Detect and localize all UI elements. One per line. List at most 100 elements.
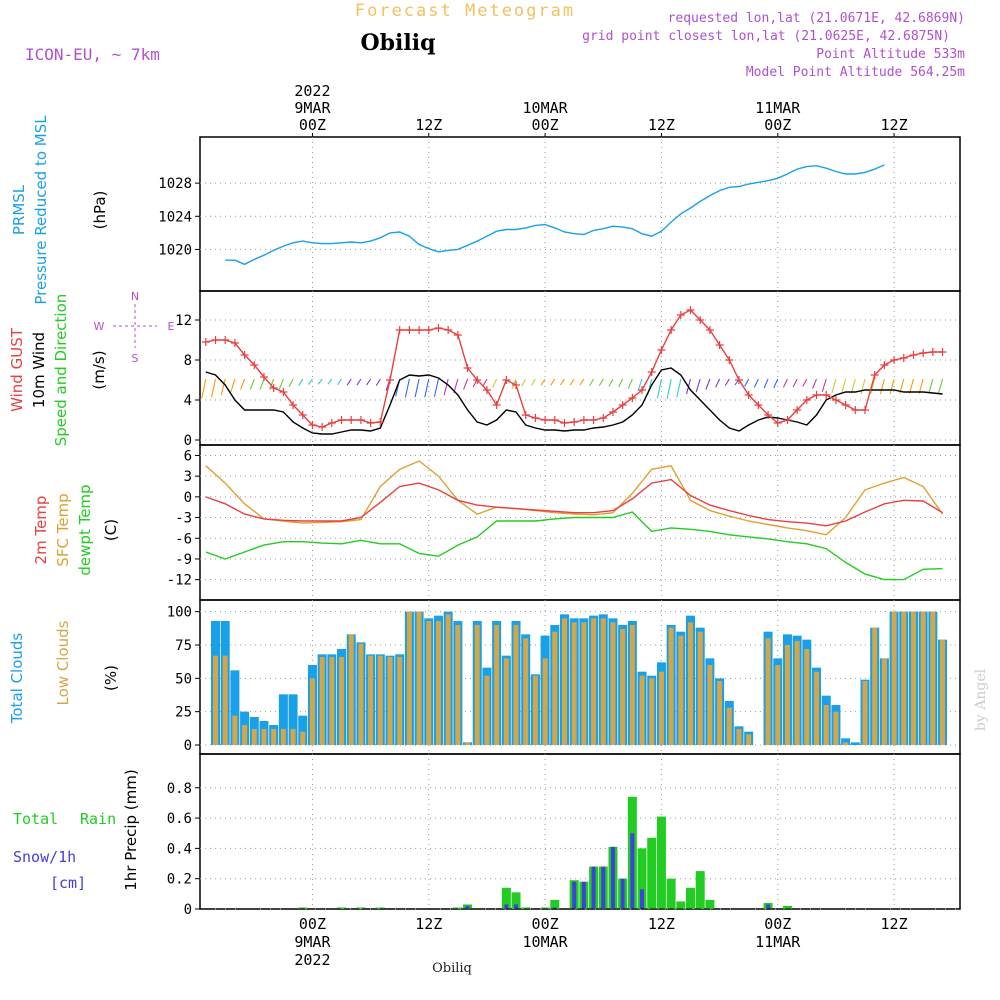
low-cloud-bar bbox=[629, 625, 635, 745]
gust-marker bbox=[463, 364, 472, 372]
wind-direction-arrow bbox=[492, 378, 498, 388]
total-cloud-bar bbox=[230, 670, 240, 745]
low-cloud-bar bbox=[329, 657, 335, 745]
gust-marker bbox=[725, 356, 734, 364]
low-cloud-bar bbox=[435, 621, 441, 745]
gust-marker bbox=[512, 381, 521, 389]
wind-direction-arrow bbox=[414, 378, 420, 398]
low-cloud-bar bbox=[940, 639, 946, 745]
compass-south: S bbox=[132, 352, 139, 365]
top-tick-label: 11MAR bbox=[755, 99, 801, 117]
gust-marker bbox=[686, 306, 695, 314]
point-altitude: Point Altitude 533m bbox=[816, 47, 965, 62]
gust-marker bbox=[744, 391, 753, 399]
gust-marker bbox=[890, 356, 899, 364]
pressure-unit: (hPa) bbox=[91, 191, 109, 230]
low-cloud-bar bbox=[368, 655, 374, 745]
snow-bar bbox=[514, 904, 519, 909]
low-cloud-bar bbox=[445, 614, 451, 745]
y-tick-label: -6 bbox=[175, 531, 192, 547]
gust-marker bbox=[289, 401, 298, 409]
gust-marker bbox=[434, 324, 443, 332]
low-cloud-bar bbox=[397, 657, 403, 745]
wind-direction-arrow bbox=[463, 378, 469, 390]
gust-marker bbox=[405, 326, 414, 334]
gust-marker bbox=[647, 368, 656, 376]
gust-marker bbox=[211, 336, 220, 344]
snow-bar bbox=[620, 878, 625, 909]
gust-marker bbox=[628, 394, 637, 402]
wind-direction-arrow bbox=[744, 378, 750, 387]
gust-marker bbox=[356, 416, 365, 424]
rain-bar bbox=[695, 871, 705, 909]
wind-direction-arrow bbox=[637, 378, 643, 391]
wind-direction-arrow bbox=[540, 378, 546, 386]
snow-bar bbox=[610, 846, 615, 909]
gust-marker bbox=[395, 326, 404, 334]
rain-bar bbox=[676, 901, 686, 909]
wind-speed-line bbox=[205, 367, 943, 435]
y-tick-label: 0 bbox=[184, 433, 192, 449]
low-clouds-label: Low Clouds bbox=[54, 620, 72, 705]
y-tick-label: 0.2 bbox=[167, 872, 192, 888]
wind-direction-arrow bbox=[831, 378, 837, 394]
low-cloud-bar bbox=[465, 742, 471, 745]
gust-marker bbox=[541, 416, 550, 424]
clouds-unit: (%) bbox=[102, 665, 120, 691]
low-cloud-bar bbox=[814, 671, 820, 745]
wind-direction-arrow bbox=[317, 378, 323, 385]
low-cloud-bar bbox=[707, 665, 713, 745]
low-cloud-bar bbox=[358, 643, 364, 745]
bottom-tick-label: 00Z bbox=[764, 915, 791, 933]
top-tick-label: 10MAR bbox=[523, 99, 569, 117]
wind-direction-arrow bbox=[928, 378, 934, 394]
grid-point-coords: grid point closest lon,lat (21.0625E, 42… bbox=[582, 29, 950, 44]
gust-marker bbox=[676, 311, 685, 319]
low-cloud-bar bbox=[222, 655, 228, 745]
gust-marker bbox=[802, 396, 811, 404]
y-tick-label: -3 bbox=[175, 511, 192, 527]
gust-marker bbox=[696, 316, 705, 324]
wind-direction-arrow bbox=[889, 378, 895, 395]
wind-direction-arrow bbox=[860, 378, 866, 395]
low-cloud-bar bbox=[843, 742, 849, 745]
low-cloud-bar bbox=[309, 678, 315, 745]
low-cloud-bar bbox=[881, 658, 887, 745]
gust-marker bbox=[667, 326, 676, 334]
gust-marker bbox=[560, 419, 569, 427]
y-tick-label: 0 bbox=[184, 902, 192, 918]
wind-direction-arrow bbox=[870, 378, 876, 395]
gust-marker bbox=[754, 401, 763, 409]
low-cloud-bar bbox=[300, 731, 306, 745]
wind-direction-arrow bbox=[298, 378, 304, 386]
wind-direction-arrow bbox=[443, 378, 449, 396]
gust-marker bbox=[570, 418, 579, 426]
snow-bar bbox=[581, 881, 586, 909]
low-cloud-bar bbox=[891, 611, 897, 745]
low-cloud-bar bbox=[213, 655, 219, 745]
low-cloud-bar bbox=[494, 625, 500, 745]
gust-marker bbox=[347, 416, 356, 424]
rain-bar bbox=[656, 816, 666, 909]
y-tick-label: 12 bbox=[175, 313, 192, 329]
y-tick-label: 1020 bbox=[158, 242, 192, 258]
compass-north: N bbox=[131, 290, 139, 303]
gust-marker bbox=[327, 419, 336, 427]
gust-marker bbox=[337, 416, 346, 424]
gust-marker bbox=[657, 346, 666, 354]
wind-direction-arrow bbox=[792, 378, 798, 388]
wind-direction-arrow bbox=[356, 378, 362, 386]
wind-direction-arrow bbox=[908, 378, 914, 394]
panel-frame bbox=[199, 290, 961, 446]
wind-direction-arrow bbox=[288, 378, 294, 388]
gust-marker bbox=[521, 411, 530, 419]
rain-label: Rain bbox=[80, 810, 116, 828]
gust-marker bbox=[841, 401, 850, 409]
low-cloud-bar bbox=[416, 611, 422, 745]
gust-marker bbox=[870, 371, 879, 379]
y-tick-label: 100 bbox=[167, 605, 192, 621]
wind-label: 10m Wind bbox=[30, 332, 48, 408]
low-cloud-bar bbox=[639, 675, 645, 745]
wind-direction-arrow bbox=[424, 378, 430, 398]
low-cloud-bar bbox=[649, 678, 655, 745]
